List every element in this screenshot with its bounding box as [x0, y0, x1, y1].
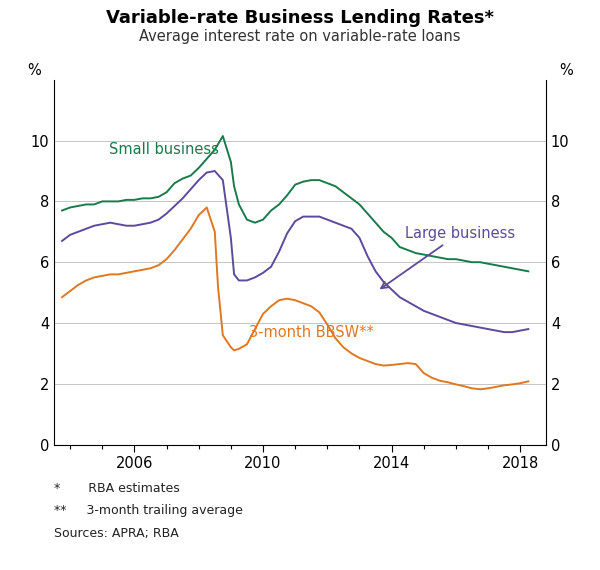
- Text: %: %: [27, 63, 41, 78]
- Text: **     3-month trailing average: ** 3-month trailing average: [54, 504, 243, 518]
- Text: Variable-rate Business Lending Rates*: Variable-rate Business Lending Rates*: [106, 9, 494, 27]
- Text: 3-month BBSW**: 3-month BBSW**: [248, 325, 373, 340]
- Text: Large business: Large business: [381, 226, 515, 288]
- Text: Small business: Small business: [109, 142, 218, 157]
- Text: Sources: APRA; RBA: Sources: APRA; RBA: [54, 527, 179, 540]
- Text: *       RBA estimates: * RBA estimates: [54, 482, 180, 495]
- Title: Average interest rate on variable-rate loans: Average interest rate on variable-rate l…: [139, 29, 461, 44]
- Text: %: %: [559, 63, 573, 78]
